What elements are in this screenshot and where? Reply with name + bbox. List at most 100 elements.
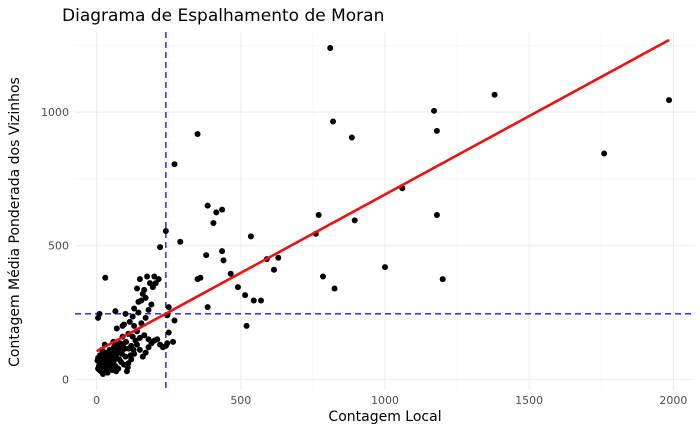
regression-line — [96, 38, 670, 353]
data-point — [157, 341, 164, 348]
data-point — [129, 333, 136, 340]
data-point — [124, 364, 131, 371]
data-point — [139, 290, 146, 297]
data-point — [177, 238, 184, 245]
x-tick-label: 500 — [230, 394, 251, 407]
data-point — [102, 274, 109, 281]
data-point — [165, 304, 172, 311]
data-point — [113, 325, 120, 332]
data-point — [431, 107, 438, 114]
data-point — [152, 280, 159, 287]
data-point — [348, 134, 355, 141]
data-point — [243, 322, 250, 329]
data-point — [144, 273, 151, 280]
data-point — [666, 97, 673, 104]
chart-title: Diagrama de Espalhamento de Moran — [62, 6, 384, 26]
data-point — [204, 304, 211, 311]
data-point — [210, 220, 217, 227]
data-point — [96, 366, 103, 373]
data-point — [351, 217, 358, 224]
data-point — [320, 273, 326, 280]
data-point — [112, 308, 119, 315]
data-point — [141, 332, 148, 339]
data-point — [145, 336, 152, 343]
y-tick-label: 500 — [48, 240, 69, 253]
data-point — [116, 356, 123, 363]
y-axis-title: Contagem Média Ponderada dos Vizinhos — [7, 77, 23, 367]
data-point — [439, 276, 446, 283]
data-point — [203, 252, 210, 259]
data-point — [126, 318, 133, 325]
data-point — [104, 369, 111, 376]
data-point — [327, 45, 334, 52]
data-point — [491, 91, 498, 98]
data-point — [119, 350, 126, 357]
y-tick-label: 1000 — [41, 106, 69, 119]
data-point — [171, 161, 178, 168]
data-point — [135, 298, 142, 305]
data-point — [136, 276, 143, 283]
data-point — [219, 248, 226, 255]
data-point — [145, 344, 152, 351]
data-point — [601, 150, 608, 157]
data-point — [121, 321, 128, 328]
data-point — [114, 348, 121, 355]
data-point — [136, 346, 143, 353]
data-point — [95, 354, 102, 361]
data-point — [330, 118, 337, 125]
reference-lines — [75, 32, 695, 390]
regression-line-group — [96, 38, 670, 353]
data-points — [94, 45, 673, 377]
x-tick-label: 2000 — [659, 394, 687, 407]
data-point — [131, 322, 138, 329]
data-point — [135, 309, 142, 316]
data-point — [131, 305, 138, 312]
data-point — [165, 329, 172, 336]
data-point — [433, 127, 440, 134]
data-point — [121, 345, 128, 352]
data-point — [433, 212, 440, 219]
data-point — [270, 266, 277, 273]
data-point — [162, 228, 169, 235]
x-tick-label: 0 — [93, 394, 100, 407]
data-point — [122, 310, 129, 317]
grid-lines — [75, 32, 695, 390]
axis-tick-labels: 0 500 1000 1500 2000 0 500 1000 — [41, 106, 687, 407]
data-point — [145, 306, 152, 313]
data-point — [136, 334, 143, 341]
x-tick-label: 1500 — [515, 394, 543, 407]
data-point — [142, 314, 149, 321]
data-point — [250, 297, 257, 304]
data-point — [157, 244, 164, 251]
x-tick-label: 1000 — [371, 394, 399, 407]
data-point — [134, 285, 140, 292]
data-point — [130, 346, 137, 353]
data-point — [146, 280, 153, 287]
data-point — [247, 233, 254, 240]
data-point — [227, 270, 234, 277]
data-point — [219, 206, 226, 213]
data-point — [107, 352, 114, 359]
data-point — [95, 314, 102, 321]
data-point — [148, 301, 155, 308]
data-point — [258, 297, 264, 304]
data-point — [204, 202, 211, 209]
y-tick-label: 0 — [62, 373, 69, 386]
data-point — [194, 276, 201, 283]
data-point — [315, 212, 322, 219]
data-point — [123, 338, 130, 345]
data-point — [234, 284, 241, 291]
data-point — [275, 254, 282, 261]
data-point — [139, 353, 146, 360]
x-axis-title: Contagem Local — [328, 409, 441, 425]
data-point — [213, 209, 220, 216]
data-point — [171, 317, 178, 324]
data-point — [127, 352, 134, 359]
data-point — [220, 257, 227, 264]
data-point — [151, 273, 158, 280]
data-point — [170, 338, 177, 345]
data-point — [382, 264, 388, 271]
data-point — [113, 368, 120, 375]
